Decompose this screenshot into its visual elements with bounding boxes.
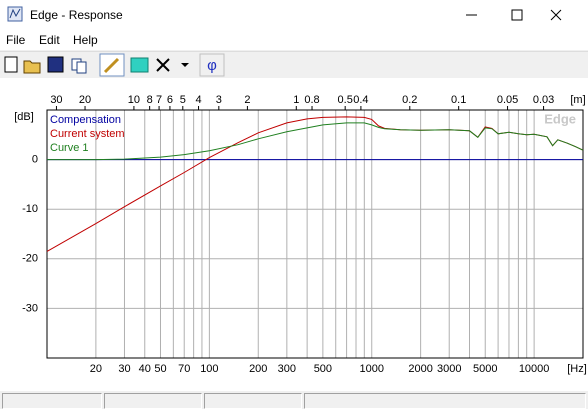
x-tick-label: 10000: [519, 363, 550, 375]
title-icons: [7, 6, 562, 22]
series-line: [47, 122, 584, 161]
x-tick-label: 50: [154, 363, 166, 375]
y-tick-label: -30: [22, 302, 38, 314]
speaker-button[interactable]: [130, 57, 149, 73]
x-tick-label: 5000: [473, 363, 497, 375]
y-tick-label: 0: [32, 154, 38, 166]
legend-entry: Compensation: [50, 114, 121, 126]
menu-item[interactable]: File: [6, 33, 26, 47]
x2-tick-label: 2: [244, 94, 250, 106]
x2-tick-label: 0.8: [304, 94, 319, 106]
legend-entry: Current system: [50, 128, 125, 140]
toolbar-icons: φ: [4, 53, 225, 77]
close-button[interactable]: [550, 9, 562, 21]
open-button[interactable]: [23, 60, 41, 74]
x2-tick-label: 0.5: [338, 94, 353, 106]
x2-tick-label: 0.1: [451, 94, 466, 106]
app-icon-glyph: [9, 8, 21, 19]
x-tick-label: 40: [139, 363, 151, 375]
y-unit: [dB]: [14, 111, 34, 123]
x2-tick-label: 0.05: [497, 94, 518, 106]
pen-glyph: [103, 57, 120, 74]
maximize-button[interactable]: [511, 9, 523, 21]
phase-button-label: φ: [207, 57, 217, 74]
x-tick-label: 3000: [437, 363, 461, 375]
chart: [dB] [Hz] [m] Edge 20 30 40 50 70 100 200 300 50…: [0, 78, 588, 391]
x-tick-label: 300: [278, 363, 296, 375]
x-tick-label: 200: [249, 363, 267, 375]
x2-tick-label: 5: [180, 94, 186, 106]
legend-entry: Curve 1: [50, 142, 89, 154]
x2-tick-label: 20: [79, 94, 91, 106]
x2-tick-label: 1: [293, 94, 299, 106]
x2-tick-label: 0.4: [353, 94, 368, 106]
x2-tick-label: 7: [156, 94, 162, 106]
x-tick-label: 100: [200, 363, 218, 375]
status-pane: [204, 393, 302, 409]
x-unit: [Hz]: [567, 363, 587, 375]
y-tick-label: -20: [22, 253, 38, 265]
x2-unit: [m]: [570, 94, 585, 106]
phase-button[interactable]: [199, 53, 225, 77]
x2-tick-label: 4: [195, 94, 201, 106]
status-pane: [304, 393, 586, 409]
x-tick-label: 30: [118, 363, 130, 375]
x-tick-label: 1000: [360, 363, 384, 375]
x-tick-label: 20: [90, 363, 102, 375]
title-bar: Edge - Response: [0, 0, 588, 30]
delete-button[interactable]: [156, 58, 170, 72]
copy-button-back: [76, 61, 87, 74]
save-button[interactable]: [47, 56, 64, 73]
x-tick-label: 70: [178, 363, 190, 375]
x2-tick-label: 8: [147, 94, 153, 106]
x2-tick-label: 30: [50, 94, 62, 106]
menu-item[interactable]: Help: [73, 33, 98, 47]
x2-tick-label: 6: [167, 94, 173, 106]
menu-bar: File Edit Help: [0, 30, 588, 50]
y-tick-label: -10: [22, 203, 38, 215]
watermark: Edge: [544, 111, 576, 126]
status-pane: [2, 393, 102, 409]
x-tick-label: 2000: [408, 363, 432, 375]
x-tick-label: 500: [314, 363, 332, 375]
status-bar: [0, 391, 588, 409]
chart-plot: [dB] [Hz] [m] Edge 20 30 40 50 70 100 200 300 50…: [14, 94, 587, 375]
window-title: Edge - Response: [30, 8, 123, 22]
x2-tick-label: 10: [128, 94, 140, 106]
x2-tick-label: 0.03: [533, 94, 554, 106]
plot-frame: [46, 109, 584, 359]
x2-tick-label: 0.2: [402, 94, 417, 106]
status-pane: [104, 393, 202, 409]
toolbar: φ: [0, 51, 588, 79]
dropdown-button[interactable]: [181, 63, 189, 67]
menu-item[interactable]: Edit: [39, 33, 60, 47]
new-button[interactable]: [4, 56, 18, 73]
x2-tick-label: 3: [216, 94, 222, 106]
